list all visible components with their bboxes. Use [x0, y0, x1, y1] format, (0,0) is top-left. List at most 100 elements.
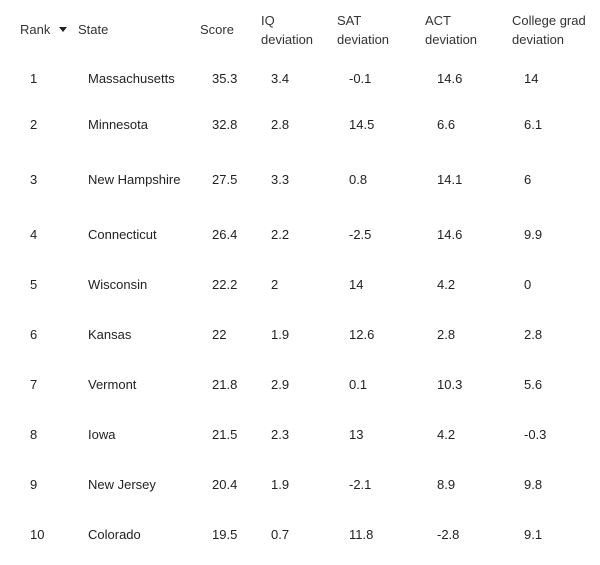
state-cell: Colorado — [88, 527, 141, 542]
college-grad-deviation-cell: -0.3 — [524, 427, 547, 442]
act-deviation-cell: 4.2 — [437, 427, 456, 442]
act-deviation-cell: 10.3 — [437, 377, 463, 392]
state-cell: Vermont — [88, 377, 137, 392]
iq-deviation-cell: 2.8 — [271, 117, 290, 132]
table-header: Rank State Score IQ deviation SAT deviatio… — [0, 0, 600, 58]
sort-down-triangle-icon[interactable] — [59, 27, 68, 33]
column-header-iq-line2: deviation — [261, 32, 314, 47]
rank-cell: 9 — [30, 477, 38, 492]
college-grad-deviation-cell: 0 — [524, 277, 532, 292]
rank-cell: 7 — [30, 377, 38, 392]
column-header-sat-deviation[interactable]: SAT deviation — [337, 0, 425, 58]
score-cell: 35.3 — [212, 71, 238, 86]
rank-cell: 8 — [30, 427, 38, 442]
iq-deviation-cell: 2 — [271, 277, 279, 292]
score-cell: 32.8 — [212, 117, 238, 132]
table-row: 7 Vermont 21.8 2.9 0.1 10.3 5.6 — [0, 360, 600, 410]
state-cell: Minnesota — [88, 117, 148, 132]
act-deviation-cell: 14.1 — [437, 172, 463, 187]
score-cell: 20.4 — [212, 477, 238, 492]
act-deviation-cell: 14.6 — [437, 227, 463, 242]
column-header-iq-line1: IQ — [261, 13, 275, 28]
rank-cell: 1 — [30, 71, 38, 86]
college-grad-deviation-cell: 6 — [524, 172, 532, 187]
state-cell: Iowa — [88, 427, 116, 442]
college-grad-deviation-cell: 2.8 — [524, 327, 543, 342]
iq-deviation-cell: 3.4 — [271, 71, 290, 86]
college-grad-deviation-cell: 9.8 — [524, 477, 543, 492]
sat-deviation-cell: -2.1 — [349, 477, 372, 492]
score-cell: 26.4 — [212, 227, 238, 242]
iq-deviation-cell: 2.2 — [271, 227, 290, 242]
column-header-act-line2: deviation — [425, 32, 478, 47]
column-header-sat-line2: deviation — [337, 32, 390, 47]
score-cell: 22 — [212, 327, 227, 342]
college-grad-deviation-cell: 6.1 — [524, 117, 543, 132]
sat-deviation-cell: 11.8 — [349, 527, 374, 542]
sat-deviation-cell: 13 — [349, 427, 364, 442]
sat-deviation-cell: 12.6 — [349, 327, 375, 342]
table-row: 8 Iowa 21.5 2.3 13 4.2 -0.3 — [0, 410, 600, 460]
college-grad-deviation-cell: 9.1 — [524, 527, 543, 542]
act-deviation-cell: 2.8 — [437, 327, 456, 342]
column-header-college-line1: College grad — [512, 13, 586, 28]
act-deviation-cell: 14.6 — [437, 71, 463, 86]
college-grad-deviation-cell: 14 — [524, 71, 539, 86]
state-cell: Massachusetts — [88, 71, 175, 86]
state-cell: New Jersey — [88, 477, 156, 492]
column-header-act-deviation[interactable]: ACT deviation — [425, 0, 512, 58]
column-header-state[interactable]: State — [78, 0, 200, 58]
iq-deviation-cell: 3.3 — [271, 172, 290, 187]
college-grad-deviation-cell: 5.6 — [524, 377, 543, 392]
header-row: Rank State Score IQ deviation SAT deviatio… — [0, 0, 600, 58]
table-row: 10 Colorado 19.5 0.7 11.8 -2.8 9.1 — [0, 510, 600, 560]
state-cell: Kansas — [88, 327, 132, 342]
iq-deviation-cell: 1.9 — [271, 327, 290, 342]
sat-deviation-cell: -2.5 — [349, 227, 372, 242]
state-cell: New Hampshire — [88, 172, 181, 187]
act-deviation-cell: 6.6 — [437, 117, 456, 132]
sat-deviation-cell: 0.8 — [349, 172, 368, 187]
rank-cell: 6 — [30, 327, 38, 342]
sat-deviation-cell: 14.5 — [349, 117, 375, 132]
rank-cell: 4 — [30, 227, 38, 242]
score-cell: 27.5 — [212, 172, 238, 187]
table-row: 9 New Jersey 20.4 1.9 -2.1 8.9 9.8 — [0, 460, 600, 510]
act-deviation-cell: -2.8 — [437, 527, 460, 542]
score-cell: 19.5 — [212, 527, 238, 542]
table-row: 6 Kansas 22 1.9 12.6 2.8 2.8 — [0, 310, 600, 360]
column-header-rank[interactable]: Rank — [0, 0, 78, 58]
sat-deviation-cell: -0.1 — [349, 71, 372, 86]
table-body: 1 Massachusetts 35.3 3.4 -0.1 14.6 14 2 … — [0, 58, 600, 560]
score-cell: 22.2 — [212, 277, 238, 292]
rank-cell: 2 — [30, 117, 38, 132]
table-row: 3 New Hampshire 27.5 3.3 0.8 14.1 6 — [0, 150, 600, 210]
column-header-state-label: State — [78, 22, 109, 37]
score-cell: 21.5 — [212, 427, 238, 442]
table-row: 1 Massachusetts 35.3 3.4 -0.1 14.6 14 — [0, 58, 600, 100]
college-grad-deviation-cell: 9.9 — [524, 227, 543, 242]
score-cell: 21.8 — [212, 377, 238, 392]
table-row: 4 Connecticut 26.4 2.2 -2.5 14.6 9.9 — [0, 210, 600, 260]
state-cell: Connecticut — [88, 227, 157, 242]
column-header-score[interactable]: Score — [200, 0, 261, 58]
column-header-act-line1: ACT — [425, 13, 451, 28]
act-deviation-cell: 4.2 — [437, 277, 456, 292]
table-row: 5 Wisconsin 22.2 2 14 4.2 0 — [0, 260, 600, 310]
sat-deviation-cell: 14 — [349, 277, 364, 292]
table-row: 2 Minnesota 32.8 2.8 14.5 6.6 6.1 — [0, 100, 600, 150]
column-header-rank-label: Rank — [20, 22, 51, 37]
sat-deviation-cell: 0.1 — [349, 377, 368, 392]
rank-cell: 3 — [30, 172, 38, 187]
iq-deviation-cell: 2.9 — [271, 377, 290, 392]
column-header-score-label: Score — [200, 22, 234, 37]
column-header-iq-deviation[interactable]: IQ deviation — [261, 0, 337, 58]
column-header-college-grad-deviation[interactable]: College grad deviation — [512, 0, 600, 58]
iq-deviation-cell: 1.9 — [271, 477, 290, 492]
state-cell: Wisconsin — [88, 277, 148, 292]
iq-deviation-cell: 0.7 — [271, 527, 290, 542]
column-header-sat-line1: SAT — [337, 13, 362, 28]
column-header-college-line2: deviation — [512, 32, 565, 47]
